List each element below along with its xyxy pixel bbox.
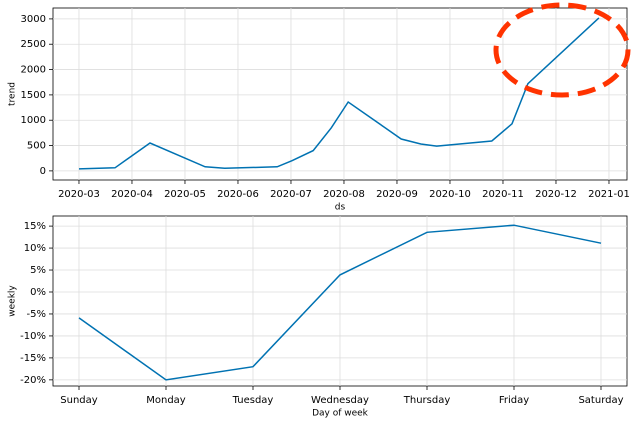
x-tick-label: Wednesday (311, 395, 369, 406)
plot-frame (52, 7, 628, 181)
x-tick-label: 2021-01 (588, 189, 630, 200)
y-tick-label: 1500 (21, 90, 46, 101)
x-tick-label: Monday (146, 395, 186, 406)
x-tick-label: Tuesday (232, 395, 274, 406)
y-tick-label: 15% (24, 221, 46, 232)
y-tick-label: 5% (30, 265, 46, 276)
highlight-ellipse (493, 2, 631, 98)
x-tick-label: Thursday (403, 395, 451, 406)
y-tick-label: 500 (27, 141, 46, 152)
y-tick-label: 1000 (21, 115, 46, 126)
y-tick-label: 3000 (21, 14, 46, 25)
x-tick-label: 2020-05 (164, 189, 206, 200)
y-tick-label: 0 (40, 166, 46, 177)
x-tick-label: 2020-09 (376, 189, 418, 200)
y-tick-label: 2000 (21, 65, 46, 76)
x-tick-label: 2020-08 (323, 189, 365, 200)
x-tick-label: Friday (499, 395, 529, 406)
x-tick-label: 2020-03 (58, 189, 100, 200)
y-tick-label: 2500 (21, 39, 46, 50)
x-axis-label: ds (335, 203, 346, 213)
trend-line (78, 224, 602, 381)
x-tick-label: 2020-07 (270, 189, 312, 200)
y-tick-label: 0% (30, 287, 46, 298)
x-tick-label: Saturday (578, 395, 623, 406)
y-tick-label: -5% (27, 309, 46, 320)
y-tick-label: -20% (20, 375, 46, 386)
x-tick-label: 2020-12 (535, 189, 577, 200)
y-axis-label: trend (8, 82, 18, 106)
x-axis-label: Day of week (312, 409, 369, 419)
y-tick-label: 10% (24, 243, 46, 254)
trend-line (78, 17, 600, 170)
y-axis-label: weekly (8, 285, 18, 317)
y-tick-label: -15% (20, 353, 46, 364)
x-tick-label: 2020-11 (482, 189, 524, 200)
x-tick-label: 2020-10 (429, 189, 471, 200)
x-tick-label: 2020-06 (217, 189, 259, 200)
x-tick-label: Sunday (60, 395, 97, 406)
y-tick-label: -10% (20, 331, 46, 342)
x-tick-label: 2020-04 (111, 189, 153, 200)
